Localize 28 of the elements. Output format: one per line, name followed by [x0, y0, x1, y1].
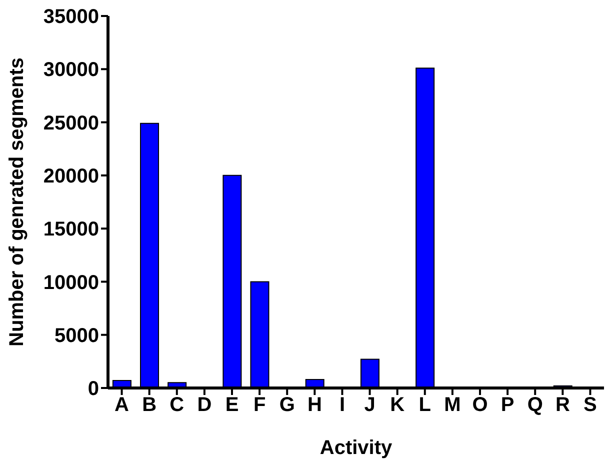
- x-tick-label: J: [364, 394, 376, 416]
- x-tick-label: L: [418, 394, 431, 416]
- x-tick-label: B: [142, 394, 157, 416]
- x-tick-label: F: [253, 394, 266, 416]
- x-tick-label: G: [279, 394, 295, 416]
- y-tick-label: 25000: [43, 112, 99, 134]
- x-tick-label: C: [170, 394, 184, 416]
- x-tick-label: H: [307, 394, 322, 416]
- x-tick-label: Q: [527, 394, 543, 416]
- y-tick-label: 35000: [43, 6, 99, 28]
- y-tick-label: 5000: [54, 324, 99, 347]
- x-tick-label: A: [114, 394, 130, 416]
- y-axis-title: Number of genrated segments: [6, 58, 28, 346]
- y-tick-label: 30000: [43, 59, 99, 82]
- y-tick-label: 15000: [43, 218, 99, 241]
- x-tick-label: E: [225, 394, 239, 416]
- x-tick-label: K: [390, 394, 406, 416]
- x-tick-label: I: [339, 394, 346, 416]
- x-axis-title: Activity: [320, 437, 393, 459]
- y-tick-label: 10000: [43, 272, 99, 294]
- x-tick-label: R: [555, 394, 570, 416]
- x-tick-label: P: [500, 394, 514, 416]
- x-tick-label: D: [197, 394, 212, 416]
- x-tick-label: S: [584, 394, 597, 416]
- x-tick-label: M: [444, 394, 461, 416]
- y-tick-label: 0: [88, 378, 99, 400]
- y-tick-label: 20000: [43, 166, 99, 188]
- x-tick-label: O: [472, 394, 488, 416]
